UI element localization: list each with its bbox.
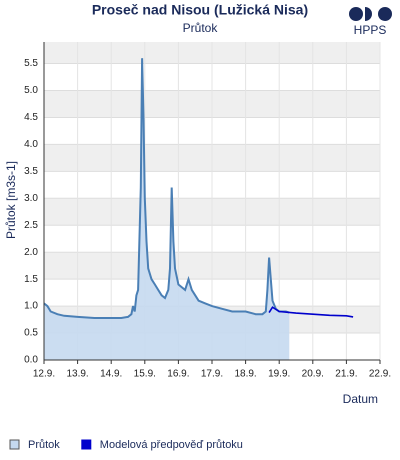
- y-tick-label: 0.5: [24, 328, 38, 339]
- y-tick-label: 5.5: [24, 58, 38, 69]
- x-tick-label: 15.9.: [134, 369, 156, 380]
- y-tick-label: 5.0: [24, 85, 38, 96]
- logo-text: HPPS: [354, 23, 387, 37]
- line: [268, 306, 354, 318]
- x-tick-label: 21.9.: [335, 369, 357, 380]
- area: [44, 58, 290, 360]
- y-tick-label: 2.0: [24, 247, 38, 258]
- x-tick-label: 13.9.: [66, 369, 88, 380]
- x-tick-label: 18.9.: [234, 369, 256, 380]
- legend-label: Modelová předpověď průtoku: [100, 439, 243, 451]
- line: [43, 58, 290, 319]
- y-tick-label: 0.0: [24, 355, 38, 366]
- x-tick-label: 12.9.: [33, 369, 55, 380]
- y-tick-label: 4.0: [24, 139, 38, 150]
- y-tick-label: 1.0: [24, 301, 38, 312]
- x-axis-title: Datum: [343, 392, 378, 406]
- x-tick-label: 22.9.: [369, 369, 391, 380]
- y-axis-title: Průtok [m3s-1]: [4, 161, 18, 239]
- x-tick-label: 20.9.: [302, 369, 324, 380]
- chart-title: Proseč nad Nisou (Lužická Nisa): [92, 2, 308, 18]
- logo: HPPS: [349, 7, 392, 37]
- x-tick-label: 19.9.: [268, 369, 290, 380]
- legend-swatch: [9, 439, 20, 450]
- chart-subtitle: Průtok: [183, 21, 219, 35]
- x-tick-label: 16.9.: [167, 369, 189, 380]
- legend-swatch: [81, 439, 92, 450]
- y-tick-label: 3.0: [24, 193, 38, 204]
- legend-label: Průtok: [28, 439, 60, 451]
- x-tick-label: 14.9.: [100, 369, 122, 380]
- y-tick-label: 3.5: [24, 166, 38, 177]
- y-tick-label: 1.5: [24, 274, 38, 285]
- x-tick-label: 17.9.: [201, 369, 223, 380]
- y-tick-label: 4.5: [24, 112, 38, 123]
- y-tick-label: 2.5: [24, 220, 38, 231]
- grid: [43, 42, 381, 361]
